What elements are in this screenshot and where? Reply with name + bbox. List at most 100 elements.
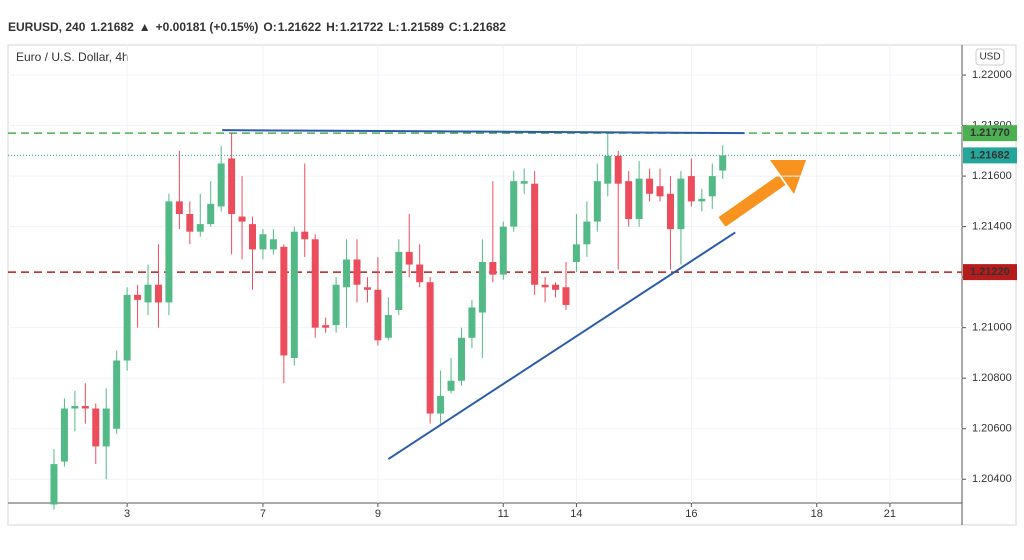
candle-body (81, 405, 89, 409)
candle-body (144, 284, 152, 303)
y-tick-label: 1.21400 (972, 221, 1012, 233)
candle-body (175, 201, 183, 215)
candle-body (468, 307, 476, 338)
header-symbol: EURUSD, 240 (8, 20, 86, 34)
candle-body (290, 231, 298, 358)
frame (7, 44, 1017, 526)
header-price: 1.21682 (90, 20, 134, 34)
candle-body (374, 289, 382, 341)
candle-body (249, 224, 257, 250)
y-tick-label: 1.20800 (972, 372, 1012, 384)
y-tick-label: 1.20600 (972, 423, 1012, 435)
candle-body (301, 231, 309, 240)
header-h-label: H: (326, 20, 339, 34)
price-label: 1.21770 (970, 127, 1010, 139)
header-change: +0.00181 (+0.15%) (156, 20, 259, 34)
candle-body (447, 380, 455, 391)
price-label: 1.21682 (970, 149, 1010, 161)
candle-body (457, 337, 465, 381)
candle-body (50, 464, 58, 505)
trendline (387, 231, 736, 460)
candle-body (280, 246, 288, 356)
candle-body (593, 181, 601, 222)
candle-body (343, 259, 351, 288)
candle-body (92, 408, 100, 447)
header-l: 1.21589 (401, 20, 445, 34)
candle-body (207, 203, 215, 225)
candle-body (269, 239, 277, 250)
candle-body (165, 201, 173, 303)
candle-body (646, 178, 654, 194)
candle-body (60, 408, 68, 462)
candle-body (134, 294, 142, 300)
candle-body (311, 239, 319, 328)
currency-label: USD (979, 52, 1000, 63)
header-c: 1.21682 (463, 20, 507, 34)
price-label: 1.21220 (970, 266, 1010, 278)
candle-body (478, 262, 486, 313)
header-c-label: C: (449, 20, 462, 34)
price-label-box (963, 125, 1017, 142)
candle-body (196, 224, 204, 232)
x-tick-label: 3 (124, 508, 130, 520)
candle-body (426, 282, 434, 414)
header-o: 1.21622 (278, 20, 322, 34)
candle-body (154, 284, 162, 303)
candle-body (332, 284, 340, 326)
candle-body (677, 178, 685, 230)
candle-body (405, 251, 413, 265)
candle-body (552, 284, 560, 290)
candle-body (635, 178, 643, 220)
y-tick-label: 1.21600 (972, 170, 1012, 182)
candle-body (384, 315, 392, 338)
candle-body (186, 214, 194, 232)
header: EURUSD, 240 1.21682 ▲ +0.00181 (+0.15%) O: 1.… (8, 20, 506, 34)
x-tick-label: 18 (811, 508, 823, 520)
currency-button[interactable] (975, 48, 1005, 66)
candle-body (666, 193, 674, 230)
arrow-shaft (718, 175, 786, 227)
candle-body (604, 155, 612, 184)
candle-body (625, 181, 633, 220)
candle-body (238, 216, 246, 222)
candle-body (687, 176, 695, 202)
header-arrow: ▲ (139, 20, 151, 34)
candle-body (322, 325, 330, 328)
trendline (222, 129, 745, 135)
candle-body (353, 259, 361, 285)
candle-body (572, 244, 580, 263)
x-tick-label: 9 (375, 508, 381, 520)
candle-body (259, 234, 267, 250)
price-label-box (963, 264, 1017, 281)
arrow-head (770, 160, 806, 194)
candle-body (531, 183, 539, 285)
y-tick-label: 1.21000 (972, 322, 1012, 334)
header-o-label: O: (263, 20, 276, 34)
header-h: 1.21722 (340, 20, 384, 34)
candle-body (510, 181, 518, 227)
y-tick-label: 1.20400 (972, 473, 1012, 485)
x-tick-label: 21 (884, 508, 896, 520)
candle-body (541, 284, 549, 288)
candle-body (583, 221, 591, 245)
candle-body (562, 287, 570, 305)
x-tick-label: 7 (260, 508, 266, 520)
price-label-box (963, 147, 1017, 164)
candle-body (656, 186, 664, 197)
candle-body (416, 264, 424, 283)
candle-body (614, 155, 622, 184)
candle-body (102, 408, 110, 447)
arrow (718, 160, 806, 227)
candle-body (489, 262, 497, 275)
candle-body (113, 360, 121, 429)
y-tick-label: 1.22000 (972, 69, 1012, 81)
candle-body (71, 405, 79, 409)
candle-body (217, 163, 225, 207)
candle-body (123, 294, 131, 361)
candle-body (395, 251, 403, 310)
candle-body (698, 198, 706, 202)
header-l-label: L: (388, 20, 399, 34)
chart-title: Euro / U.S. Dollar, 4h (16, 50, 129, 64)
x-tick-label: 14 (570, 508, 582, 520)
